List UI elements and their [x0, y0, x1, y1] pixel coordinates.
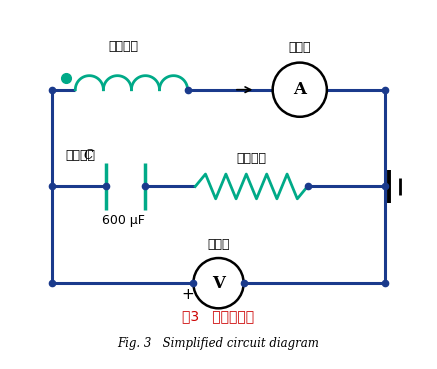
- Text: V: V: [212, 275, 225, 292]
- Text: 电流表: 电流表: [288, 41, 311, 54]
- Text: Fig. 3   Simplified circuit diagram: Fig. 3 Simplified circuit diagram: [118, 337, 319, 350]
- Text: 图3   简化电路图: 图3 简化电路图: [182, 309, 255, 323]
- Text: C: C: [83, 149, 93, 162]
- Text: 等效电阻: 等效电阻: [236, 152, 267, 165]
- Text: A: A: [293, 81, 306, 98]
- Text: 600 μF: 600 μF: [102, 214, 145, 227]
- Text: 工作线圈: 工作线圈: [109, 40, 139, 53]
- Text: 电压表: 电压表: [207, 238, 230, 251]
- Text: 储能电容: 储能电容: [66, 149, 96, 162]
- Text: +: +: [181, 287, 194, 302]
